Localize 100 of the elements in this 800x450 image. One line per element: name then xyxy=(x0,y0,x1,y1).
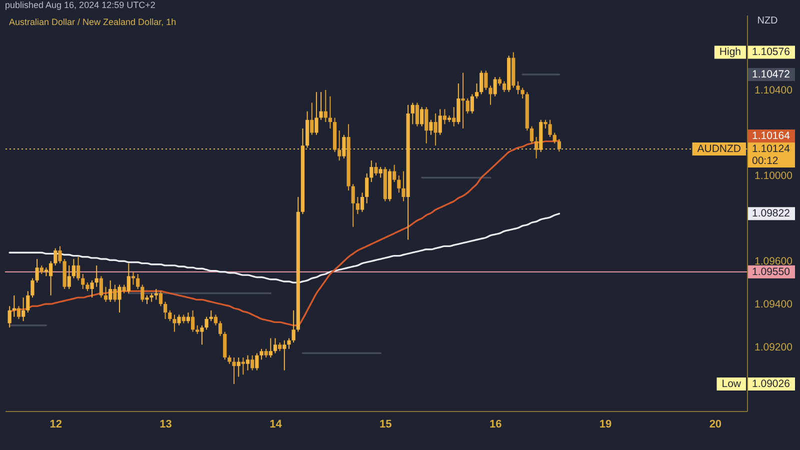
candlestick xyxy=(12,294,16,318)
candlestick xyxy=(136,274,140,290)
x-tick-label: 15 xyxy=(380,418,392,430)
candlestick xyxy=(474,82,479,99)
candlestick xyxy=(438,108,442,136)
y-tick-label: 1.10000 xyxy=(754,170,793,182)
candlestick xyxy=(214,314,218,326)
candlestick xyxy=(236,356,240,378)
candlestick xyxy=(370,160,374,182)
candlestick xyxy=(204,316,208,330)
candlestick xyxy=(241,356,245,376)
candlestick xyxy=(420,106,424,127)
candlestick xyxy=(338,130,342,162)
candlestick xyxy=(310,102,314,136)
candlestick xyxy=(282,340,286,371)
text: 00:12 xyxy=(752,155,778,167)
candlestick xyxy=(168,310,172,322)
candlestick xyxy=(108,280,112,302)
candlestick xyxy=(287,338,291,350)
candlestick xyxy=(273,338,278,354)
line-series xyxy=(8,212,560,284)
candlestick xyxy=(374,162,378,176)
candlestick xyxy=(480,70,484,95)
text: 1.10576 xyxy=(752,46,790,58)
candlestick xyxy=(530,126,534,144)
y-tick-label: 1.09600 xyxy=(754,256,793,268)
candlestick xyxy=(260,348,264,360)
candlestick xyxy=(466,98,470,114)
x-tick-label: 13 xyxy=(160,418,172,430)
candlestick xyxy=(58,246,62,264)
candlestick xyxy=(246,354,250,371)
ref-line-label: 1.10124 xyxy=(752,143,790,155)
candlestick xyxy=(154,288,158,300)
y-tick-label: 1.10400 xyxy=(754,84,793,96)
text: 1.09822 xyxy=(752,208,790,220)
candlestick xyxy=(104,286,108,302)
candlestick xyxy=(81,274,85,290)
candlestick xyxy=(118,284,122,314)
candlestick xyxy=(22,297,26,322)
candlestick xyxy=(126,262,130,294)
candlestick xyxy=(356,196,360,215)
candlestick xyxy=(35,258,39,284)
candlestick xyxy=(552,132,556,144)
candlestick xyxy=(484,70,488,90)
candlestick xyxy=(26,290,30,314)
candlestick xyxy=(140,284,144,302)
text: 1.10164 xyxy=(752,130,790,142)
candlestick xyxy=(461,72,465,129)
candlestick xyxy=(452,106,456,127)
candlestick xyxy=(90,280,94,298)
y-axis-title: NZD xyxy=(757,16,778,26)
candlestick xyxy=(402,170,406,202)
candlestick xyxy=(72,258,76,279)
candlestick xyxy=(200,324,204,346)
candlestick xyxy=(470,94,474,114)
candlestick xyxy=(268,338,272,358)
x-tick-label: 16 xyxy=(489,418,502,430)
candlestick xyxy=(488,85,492,106)
candlestick xyxy=(397,175,401,194)
candlestick xyxy=(16,306,21,320)
candlestick xyxy=(415,102,420,127)
candlestick xyxy=(456,82,460,125)
candlestick xyxy=(255,352,259,371)
candlestick xyxy=(209,310,213,322)
candlestick xyxy=(516,80,520,95)
candlestick xyxy=(502,80,506,93)
x-tick-label: 20 xyxy=(709,418,722,430)
x-tick-label: 12 xyxy=(50,418,62,430)
candlestick xyxy=(131,271,136,286)
candlestick xyxy=(557,138,562,152)
x-tick-label: 14 xyxy=(270,418,283,430)
ref-line-label: 1.09550 xyxy=(752,266,790,278)
candlestick xyxy=(429,119,433,136)
candlestick xyxy=(67,264,71,290)
candlestick xyxy=(314,92,318,136)
candlestick xyxy=(30,278,34,298)
candlestick xyxy=(534,136,538,159)
candlestick xyxy=(158,290,163,307)
candlestick xyxy=(548,119,552,138)
candlestick xyxy=(76,256,80,281)
y-tick-label: 1.09400 xyxy=(754,298,793,310)
candlestick xyxy=(186,312,190,324)
candlestick xyxy=(351,184,355,228)
candlestick xyxy=(164,301,168,320)
candlestick xyxy=(54,248,58,266)
candlestick xyxy=(223,331,227,360)
candlestick xyxy=(292,310,296,344)
annotation: Low xyxy=(722,378,742,390)
candlestick xyxy=(177,314,181,326)
candlestick xyxy=(172,314,176,332)
chart-title: published Aug 16, 2024 12:59 UTC+2 xyxy=(5,0,156,10)
candlestick xyxy=(365,172,369,204)
candlestick xyxy=(99,276,103,298)
candlestick xyxy=(232,356,236,385)
candlestick xyxy=(360,192,364,212)
candlestick xyxy=(94,264,98,288)
candlestick xyxy=(319,92,323,120)
chart-subtitle: Australian Dollar / New Zealand Dollar, 1h xyxy=(9,17,176,27)
text: 1.10472 xyxy=(752,68,790,81)
candlestick xyxy=(250,354,254,371)
